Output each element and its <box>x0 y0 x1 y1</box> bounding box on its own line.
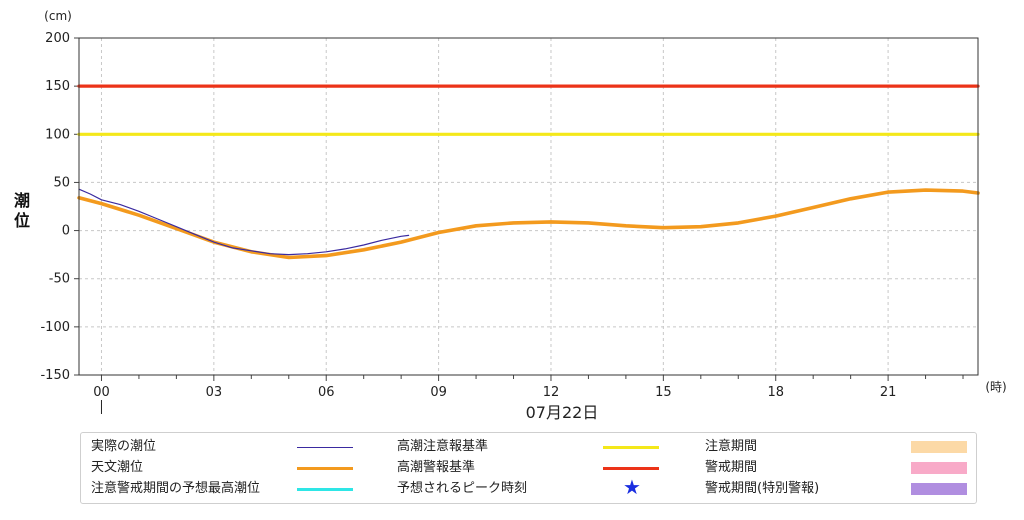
x-tick-label: 21 <box>880 385 897 400</box>
legend-label: 注意警戒期間の予想最高潮位 <box>91 481 261 496</box>
series-line-0 <box>78 188 410 256</box>
y-tick-label: -50 <box>49 272 70 287</box>
legend-item: 警戒期間(特別警報) <box>705 479 971 499</box>
legend-label: 天文潮位 <box>91 460 144 475</box>
x-tick-label: 09 <box>430 385 447 400</box>
legend-label: 予想されるピーク時刻 <box>397 481 528 496</box>
legend-label: 警戒期間(特別警報) <box>705 481 820 496</box>
legend-item: 警戒期間 <box>705 458 971 478</box>
x-tick-label: 03 <box>206 385 223 400</box>
y-tick-label: 50 <box>53 175 70 190</box>
legend-item: 天文潮位 <box>91 458 357 478</box>
y-tick-label: 150 <box>45 79 70 94</box>
y-unit-label: (cm) <box>44 9 72 23</box>
legend-label: 実際の潮位 <box>91 439 157 454</box>
x-tick-label: 12 <box>543 385 560 400</box>
plot-frame <box>78 37 979 376</box>
y-tick-label: 200 <box>45 31 70 46</box>
legend: 実際の潮位 高潮注意報基準 注意期間天文潮位 高潮警報基準 警戒期間注意警戒期間の予想最… <box>80 432 977 504</box>
y-tick-label: -100 <box>40 320 70 335</box>
legend-item: 高潮注意報基準 <box>397 437 663 457</box>
date-label: 07月22日 <box>526 403 599 422</box>
y-tick-label: 0 <box>62 224 70 239</box>
legend-item: 予想されるピーク時刻 ★ <box>397 475 641 499</box>
legend-label: 注意期間 <box>705 439 758 454</box>
legend-label: 警戒期間 <box>705 460 758 475</box>
legend-label: 高潮警報基準 <box>397 460 476 475</box>
tide-chart: 200 150 100 50 0 -50 -100 -150 00 03 06 09 12 15 18 21 (… <box>14 9 1007 422</box>
legend-item: 注意警戒期間の予想最高潮位 <box>91 479 357 499</box>
y-axis-title-char: 位 <box>14 211 30 230</box>
x-tick-label: 00 <box>93 385 110 400</box>
y-tick-label: -150 <box>40 368 70 383</box>
legend-item: 実際の潮位 <box>91 437 357 457</box>
x-tick-label: 18 <box>767 385 784 400</box>
x-unit-label: (時) <box>985 380 1006 394</box>
plot-area <box>79 38 978 375</box>
legend-item: 高潮警報基準 <box>397 458 663 478</box>
x-tick-label: 06 <box>318 385 335 400</box>
x-tick-label: 15 <box>655 385 672 400</box>
y-tick-label: 100 <box>45 127 70 142</box>
legend-label: 高潮注意報基準 <box>397 439 489 454</box>
legend-item: 注意期間 <box>705 437 971 457</box>
y-axis-title-char: 潮 <box>14 191 30 210</box>
